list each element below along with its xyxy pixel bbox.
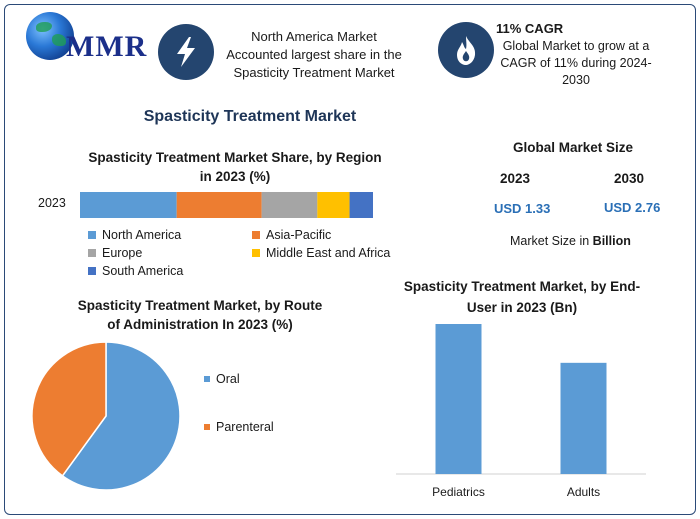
pie-slice-oral	[61, 341, 181, 491]
legend-swatch	[252, 231, 260, 239]
market-size-year-2030: 2030	[614, 171, 645, 186]
market-size-note: Market Size in Billion	[510, 234, 631, 248]
legend-item-europe: Europe	[88, 246, 142, 260]
card-cagr: Global Market to grow at a CAGR of 11% d…	[496, 38, 656, 89]
logo-text: MMR	[66, 30, 148, 63]
card-text-line: North America Market	[251, 29, 377, 44]
bar-segment-europe	[261, 192, 318, 218]
legend-swatch	[204, 424, 210, 430]
bar-adults	[560, 362, 607, 474]
flame-icon	[438, 22, 494, 78]
globe-land-shape	[52, 34, 66, 46]
market-size-note-prefix: Market Size in	[510, 234, 593, 248]
pie-slice-parenteral	[31, 341, 107, 477]
x-tick-label-pediatrics: Pediatrics	[432, 485, 485, 499]
legend-item-parenteral: Parenteral	[204, 420, 274, 434]
region-chart-title: Spasticity Treatment Market Share, by Re…	[70, 148, 400, 186]
market-size-value-2030: USD 2.76	[604, 200, 661, 215]
bar-segment-asia-pacific	[176, 192, 262, 218]
card-north-america: North America Market Accounted largest s…	[214, 28, 414, 82]
legend-item-asia-pacific: Asia-Pacific	[252, 228, 331, 242]
region-stacked-bar-chart	[80, 192, 373, 218]
card-text-line: Global Market to grow at a	[502, 39, 650, 53]
region-bar-category-label: 2023	[38, 196, 66, 210]
legend-swatch	[252, 249, 260, 257]
market-size-year-2023: 2023	[500, 171, 531, 186]
end-user-chart-title: Spasticity Treatment Market, by End- Use…	[390, 276, 654, 318]
chart-title-line: Spasticity Treatment Market, by End-	[403, 279, 641, 294]
legend-swatch	[88, 267, 96, 275]
market-size-title: Global Market Size	[512, 140, 634, 155]
card-text-line: Accounted largest share in the	[226, 47, 402, 62]
end-user-bar-chart: Pediatrics Adults	[396, 324, 646, 499]
legend-label: Middle East and Africa	[266, 246, 391, 260]
bar-pediatrics	[435, 324, 482, 474]
route-chart-title: Spasticity Treatment Market, by Route of…	[50, 296, 350, 334]
cagr-title: 11% CAGR	[496, 21, 564, 36]
legend-label: Oral	[216, 372, 240, 386]
globe-logo-icon	[26, 12, 74, 60]
main-title: Spasticity Treatment Market	[143, 108, 357, 125]
legend-swatch	[88, 231, 96, 239]
legend-item-middle-east-africa: Middle East and Africa	[252, 246, 390, 260]
card-text-line: Spasticity Treatment Market	[233, 65, 395, 80]
market-size-value-2023: USD 1.33	[494, 201, 551, 216]
bar-segment-south-america	[349, 192, 373, 218]
chart-title-line: Spasticity Treatment Market, by Route	[77, 298, 323, 313]
legend-swatch	[88, 249, 96, 257]
lightning-icon	[158, 24, 214, 80]
globe-land-shape	[36, 22, 52, 32]
chart-title-line: of Administration In 2023 (%)	[107, 317, 293, 332]
legend-item-oral: Oral	[204, 372, 240, 386]
page-frame	[4, 4, 696, 515]
legend-item-north-america: North America	[88, 228, 181, 242]
legend-swatch	[204, 376, 210, 382]
bar-segment-middle-east-and-africa	[317, 192, 350, 218]
legend-label: Parenteral	[216, 420, 274, 434]
legend-label: South America	[102, 264, 184, 278]
route-pie-chart	[31, 341, 181, 491]
chart-title-line: Spasticity Treatment Market Share, by Re…	[88, 150, 382, 165]
chart-title-line: in 2023 (%)	[199, 169, 271, 184]
legend-item-south-america: South America	[88, 264, 183, 278]
x-tick-label-adults: Adults	[567, 485, 600, 499]
card-text-line: 2030	[562, 73, 590, 87]
legend-label: North America	[102, 228, 182, 242]
bar-segment-north-america	[80, 192, 177, 218]
legend-label: Europe	[102, 246, 143, 260]
market-size-note-unit: Billion	[592, 234, 631, 248]
legend-label: Asia-Pacific	[266, 228, 332, 242]
card-text-line: CAGR of 11% during 2024-	[500, 56, 652, 70]
chart-title-line: User in 2023 (Bn)	[466, 300, 578, 315]
